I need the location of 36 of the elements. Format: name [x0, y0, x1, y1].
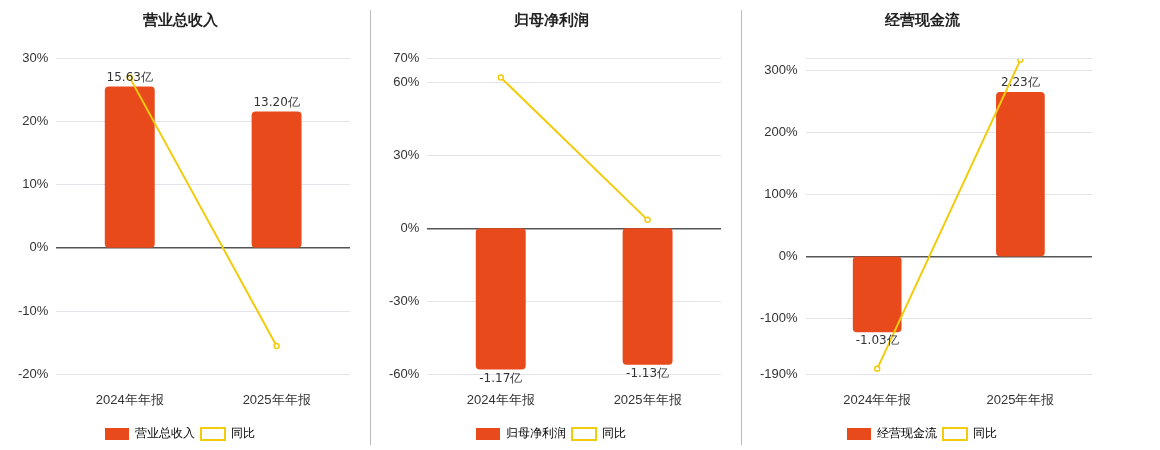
legend-label: 归母净利润 [506, 426, 566, 441]
y-tick-label: 30% [393, 146, 420, 162]
chart-title: 营业总收入 [141, 11, 219, 29]
y-tick-label: -190% [760, 365, 799, 381]
x-tick-label: 2024年年报 [466, 391, 535, 407]
y-tick-label: 200% [764, 124, 799, 140]
y-tick-label: -60% [388, 365, 420, 381]
y-tick-label: -20% [17, 365, 49, 381]
y-tick-label: 30% [22, 49, 49, 65]
x-tick-label: 2024年年报 [95, 391, 164, 407]
legend-label: 营业总收入 [135, 426, 195, 441]
x-tick-label: 2025年年报 [613, 391, 682, 407]
x-tick-label: 2025年年报 [986, 391, 1055, 407]
chart-title: 经营现金流 [883, 11, 961, 29]
data-label: 13.20亿 [253, 94, 300, 109]
y-tick-label: 100% [764, 186, 799, 202]
y-tick-label: 0% [400, 219, 420, 235]
legend-label: 同比 [602, 426, 626, 441]
y-tick-label: -100% [760, 310, 799, 326]
legend-label: 同比 [973, 426, 997, 441]
chart-title: 归母净利润 [512, 11, 589, 29]
data-label: -1.13亿 [626, 365, 670, 380]
data-label: -1.17亿 [479, 370, 523, 385]
legend-label: 经营现金流 [877, 426, 937, 441]
y-tick-label: 10% [22, 176, 49, 192]
y-tick-label: 0% [29, 239, 49, 255]
x-tick-label: 2024年年报 [843, 391, 912, 407]
legend-label: 同比 [231, 426, 255, 441]
y-tick-label: -10% [17, 302, 49, 318]
y-tick-label: 0% [778, 248, 799, 264]
x-tick-label: 2025年年报 [242, 391, 311, 407]
y-tick-label: -30% [388, 292, 420, 308]
y-tick-label: 70% [393, 49, 420, 65]
y-tick-label: 20% [22, 112, 49, 128]
y-tick-label: 60% [393, 73, 420, 89]
y-tick-label: 300% [764, 61, 799, 77]
